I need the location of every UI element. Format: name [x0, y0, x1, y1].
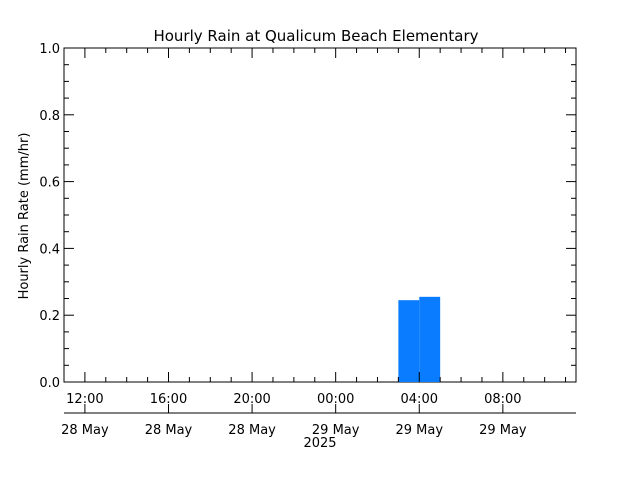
x-ticks-group: 12:00 28 May 16:00 28 May 20:00 28 May 00:00 29… — [61, 48, 567, 438]
x-time-label: 00:00 — [317, 392, 354, 407]
chart-title: Hourly Rain at Qualicum Beach Elementary — [153, 27, 478, 45]
y-ticks-group: 0.0 0.2 0.4 0.6 0.8 1.0 — [39, 42, 576, 391]
y-tick-label: 0.4 — [39, 242, 60, 257]
x-date-label: 29 May — [312, 423, 360, 438]
bars-group — [398, 296, 441, 382]
y-axis-label: Hourly Rain Rate (mm/hr) — [17, 133, 32, 300]
rain-bar-0 — [398, 300, 420, 382]
y-tick-label: 0.2 — [39, 309, 60, 324]
y-tick-label: 1.0 — [39, 42, 60, 57]
y-tick-label: 0.0 — [39, 376, 60, 391]
year-label: 2025 — [303, 436, 336, 451]
y-tick-label: 0.6 — [39, 176, 60, 191]
x-date-label: 28 May — [145, 423, 193, 438]
x-time-label: 04:00 — [401, 392, 438, 407]
x-time-label: 20:00 — [233, 392, 270, 407]
y-tick-label: 0.8 — [39, 109, 60, 124]
plot-frame — [63, 47, 577, 383]
x-date-label: 28 May — [61, 423, 109, 438]
x-date-label: 29 May — [395, 423, 443, 438]
x-time-label: 16:00 — [150, 392, 187, 407]
x-time-label: 12:00 — [66, 392, 103, 407]
x-date-label: 29 May — [479, 423, 527, 438]
x-time-label: 08:00 — [484, 392, 521, 407]
x-date-label: 28 May — [228, 423, 276, 438]
rain-bar-1 — [419, 296, 441, 382]
